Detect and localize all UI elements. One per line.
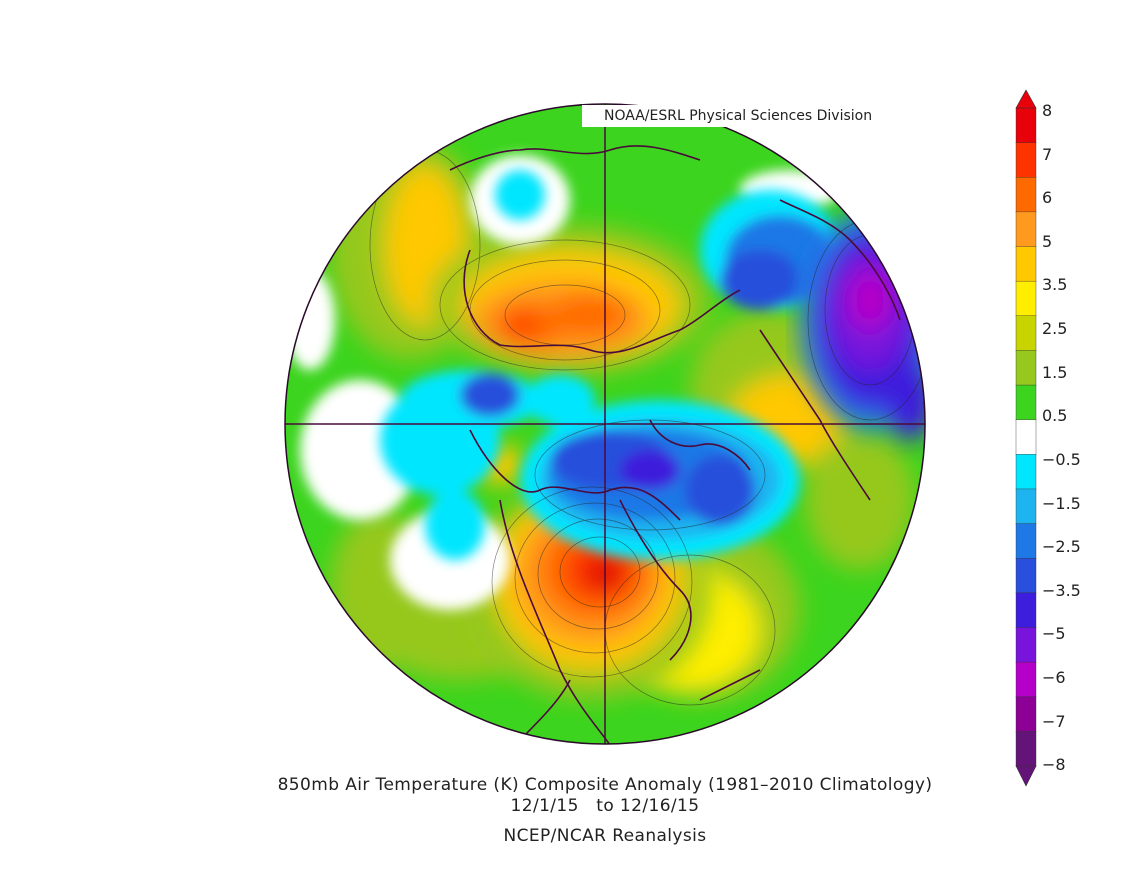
colorbar-swatch xyxy=(1015,731,1037,767)
date-range: 12/1/15 to 12/16/15 xyxy=(510,796,700,816)
colorbar xyxy=(1015,89,1037,787)
colorbar-label-neg-6: −6 xyxy=(1042,668,1066,687)
colorbar-max-arrow xyxy=(1015,89,1037,109)
source-label: NCEP/NCAR Reanalysis xyxy=(503,826,707,846)
colorbar-swatch xyxy=(1015,384,1037,421)
colorbar-swatch xyxy=(1015,211,1037,248)
figure-title: 850mb Air Temperature (K) Composite Anom… xyxy=(277,775,933,795)
colorbar-swatch xyxy=(1015,523,1037,559)
colorbar-label-neg-8: −8 xyxy=(1042,755,1066,774)
colorbar-label-neg-3-5: −3.5 xyxy=(1042,581,1081,600)
colorbar-swatch xyxy=(1015,454,1037,490)
colorbar-swatch xyxy=(1015,350,1037,386)
colorbar-swatch xyxy=(1015,142,1037,178)
colorbar-label-neg-1-5: −1.5 xyxy=(1042,494,1081,513)
colorbar-label-7: 7 xyxy=(1042,145,1053,164)
colorbar-label-1-5: 1.5 xyxy=(1042,363,1068,382)
colorbar-swatch xyxy=(1015,488,1037,525)
map-outline xyxy=(284,103,926,745)
colorbar-label-neg-5: −5 xyxy=(1042,624,1066,643)
colorbar-swatch xyxy=(1015,627,1037,663)
colorbar-swatch xyxy=(1015,419,1037,456)
colorbar-swatch xyxy=(1015,107,1037,144)
cold-zones xyxy=(380,170,840,560)
colorbar-label-5: 5 xyxy=(1042,232,1053,251)
colorbar-label-neg-2-5: −2.5 xyxy=(1042,537,1081,556)
colorbar-label-0-5: 0.5 xyxy=(1042,406,1068,425)
colorbar-swatch xyxy=(1015,315,1037,352)
colorbar-label-neg-7: −7 xyxy=(1042,712,1066,731)
colorbar-min-arrow xyxy=(1015,765,1037,787)
colorbar-swatch xyxy=(1015,696,1037,733)
colorbar-label-8: 8 xyxy=(1042,101,1053,120)
colorbar-swatch xyxy=(1015,592,1037,629)
colorbar-label-3-5: 3.5 xyxy=(1042,275,1068,294)
colorbar-label-6: 6 xyxy=(1042,188,1053,207)
contour-lines xyxy=(369,149,925,706)
map-disc xyxy=(285,104,925,744)
credit-label: NOAA/ESRL Physical Sciences Division xyxy=(582,105,922,127)
colorbar-label-neg-0-5: −0.5 xyxy=(1042,450,1081,469)
coastlines xyxy=(449,145,901,744)
colorbar-swatch xyxy=(1015,558,1037,594)
colorbar-label-2-5: 2.5 xyxy=(1042,319,1068,338)
colorbar-swatch xyxy=(1015,246,1037,282)
colorbar-swatch xyxy=(1015,280,1037,317)
colorbar-swatch xyxy=(1015,661,1037,698)
colorbar-swatch xyxy=(1015,177,1037,213)
